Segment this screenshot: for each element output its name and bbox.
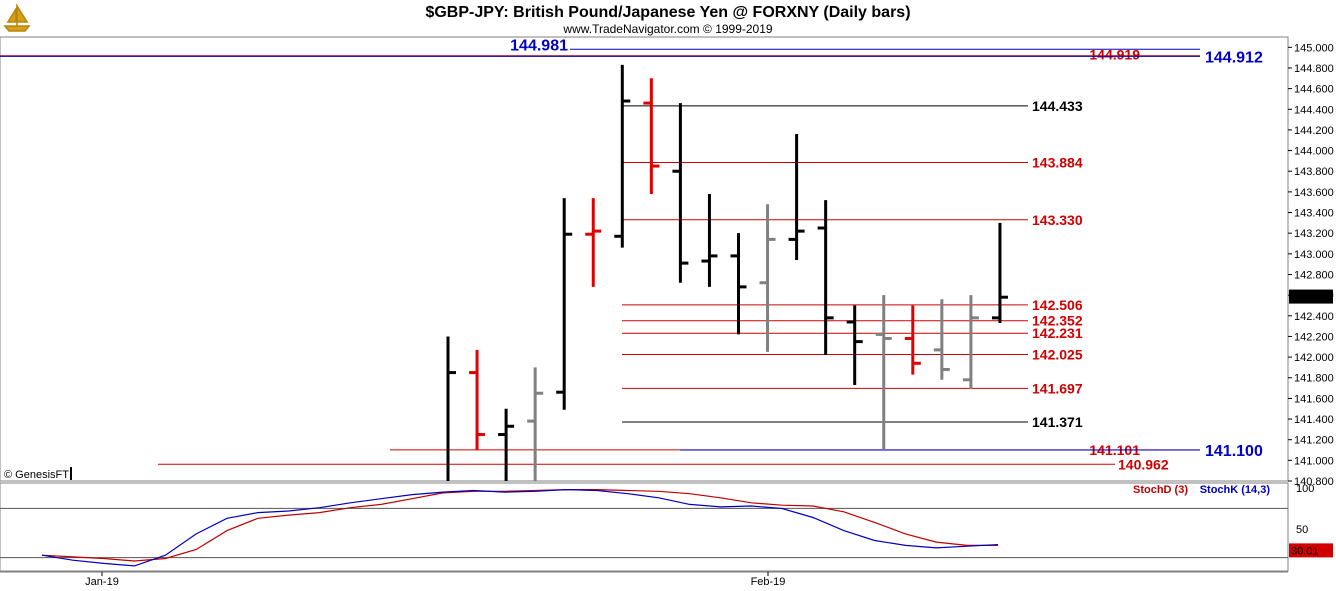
price-tick-label: 144.600 (1294, 84, 1334, 96)
chart-subtitle: www.TradeNavigator.com © 1999-2019 (562, 22, 772, 36)
stoch-tick-label: 100 (1296, 483, 1314, 495)
level-label: 142.025 (1032, 347, 1083, 363)
price-tick-label: 143.400 (1294, 208, 1334, 220)
ohlc-bar (556, 198, 573, 410)
ohlc-bar (788, 134, 805, 261)
price-tick-label: 143.600 (1294, 187, 1334, 199)
stochastic-axis: 100 50 30.01 (1289, 483, 1333, 558)
level-label: 144.919 (1089, 47, 1140, 63)
price-axis: 140.800 141.000 141.200 141.400 141.600 141.8… (1288, 42, 1334, 488)
ohlc-bar (817, 200, 834, 356)
price-tick-label: 143.000 (1294, 249, 1334, 261)
level-label: 144.981 (510, 37, 568, 54)
ohlc-bar (701, 193, 718, 287)
chart-title: $GBP-JPY: British Pound/Japanese Yen @ F… (425, 4, 910, 21)
level-label: 142.352 (1032, 313, 1083, 329)
price-tick-label: 141.800 (1294, 373, 1334, 385)
price-tick-label: 141.400 (1294, 414, 1334, 426)
level-label: 144.433 (1032, 98, 1083, 114)
level-label: 143.884 (1032, 155, 1083, 171)
price-tick-label: 142.200 (1294, 331, 1334, 343)
copyright-label: © GenesisFT (4, 469, 69, 481)
price-tick-label: 142.800 (1294, 269, 1334, 281)
level-label: 140.962 (1118, 456, 1169, 472)
level-label: 143.330 (1032, 212, 1083, 228)
price-tick-label: 143.200 (1294, 228, 1334, 240)
cursor-mark (70, 467, 72, 480)
price-tick-label: 144.400 (1294, 104, 1334, 116)
x-tick-label: Jan-19 (85, 576, 119, 588)
ohlc-bar (730, 233, 747, 335)
price-bars (440, 64, 1008, 493)
stochastic-grid (0, 507, 1288, 559)
ohlc-bar (614, 64, 631, 248)
x-axis: Jan-19 Feb-19 (0, 571, 1288, 588)
level-label: 144.912 (1205, 49, 1263, 66)
price-tick-label: 144.200 (1294, 125, 1334, 137)
ohlc-bar (585, 198, 602, 287)
price-panel (0, 36, 1289, 482)
price-tick-label: 141.000 (1294, 455, 1334, 467)
ohlc-bar (672, 103, 689, 283)
ohlc-bar (469, 349, 486, 451)
level-label: 142.506 (1032, 297, 1083, 313)
price-tick-label: 144.000 (1294, 146, 1334, 158)
ohlc-bar (759, 204, 776, 352)
price-tick-label: 142.400 (1294, 311, 1334, 323)
last-stoch-label: 30.01 (1291, 545, 1319, 557)
last-price-label: 142.586 (1291, 292, 1331, 304)
stochastic-panel (0, 482, 1289, 572)
price-tick-label: 143.800 (1294, 166, 1334, 178)
level-label: 141.100 (1205, 443, 1263, 460)
price-tick-label: 142.000 (1294, 352, 1334, 364)
ohlc-bar (643, 78, 660, 194)
stochastic-series-line (41, 488, 999, 567)
sailboat-logo-icon (2, 3, 32, 33)
ohlc-bar (875, 295, 892, 449)
price-tick-label: 140.800 (1294, 476, 1334, 488)
price-levels: 144.981 144.919 144.912 144.433 143.884 143.3… (0, 37, 1263, 472)
last-price-box (1289, 289, 1333, 304)
stochastic-series-line (41, 489, 998, 562)
ohlc-bar (962, 295, 979, 390)
ohlc-bar (904, 305, 921, 375)
price-tick-label: 141.200 (1294, 435, 1334, 447)
ohlc-bar (846, 305, 863, 385)
last-stoch-box (1289, 543, 1333, 558)
level-label: 141.371 (1032, 414, 1083, 430)
level-label: 141.697 (1032, 380, 1083, 396)
ohlc-bar (527, 367, 544, 481)
price-tick-label: 141.600 (1294, 393, 1334, 405)
ohlc-bar (498, 408, 515, 481)
price-tick-label: 145.000 (1294, 42, 1334, 54)
stoch-tick-label: 50 (1296, 524, 1308, 536)
price-tick-label: 144.800 (1294, 63, 1334, 75)
x-tick-label: Feb-19 (751, 576, 786, 588)
legend-stochk: StochK (14,3) (1200, 484, 1271, 496)
ohlc-bar (991, 222, 1008, 324)
ohlc-bar (933, 299, 950, 380)
level-label: 142.231 (1032, 325, 1083, 341)
legend-stochd: StochD (3) (1133, 484, 1188, 496)
stochastic-lines (41, 488, 999, 567)
